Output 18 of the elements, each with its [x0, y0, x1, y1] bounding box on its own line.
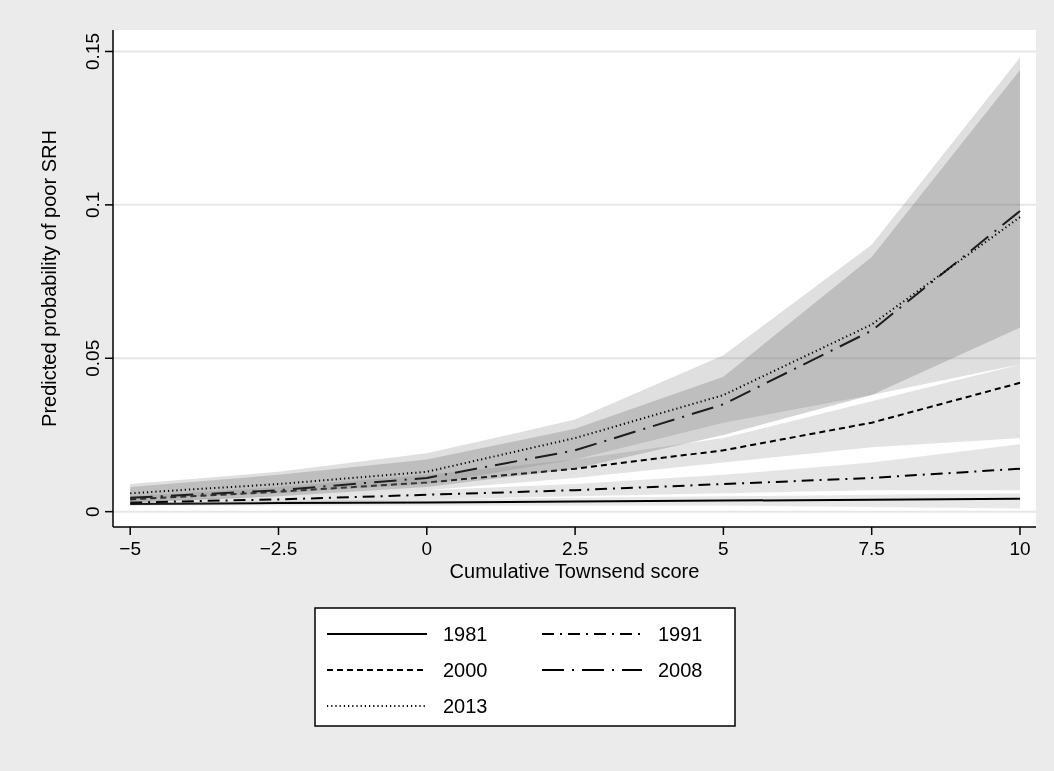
x-axis-title: Cumulative Townsend score [449, 560, 700, 582]
y-tick-label: 0 [82, 506, 103, 517]
legend-label: 1991 [658, 623, 703, 645]
legend-label: 2000 [443, 659, 488, 681]
x-tick-label: 10 [1009, 538, 1031, 559]
y-tick-label: 0.1 [82, 191, 103, 219]
legend-label: 1981 [443, 623, 488, 645]
legend-label: 2008 [658, 659, 703, 681]
x-tick-label: 5 [718, 538, 729, 559]
y-axis-title: Predicted probability of poor SRH [38, 130, 60, 427]
x-tick-label: 7.5 [858, 538, 885, 559]
x-tick-label: 0 [421, 538, 433, 559]
x-tick-label: −5 [119, 538, 142, 559]
y-tick-label: 0.05 [82, 339, 103, 377]
y-tick-label: 0.15 [82, 32, 103, 70]
x-tick-label: 2.5 [561, 538, 589, 559]
legend-label: 2013 [443, 695, 488, 717]
x-tick-label: −2.5 [259, 538, 298, 559]
